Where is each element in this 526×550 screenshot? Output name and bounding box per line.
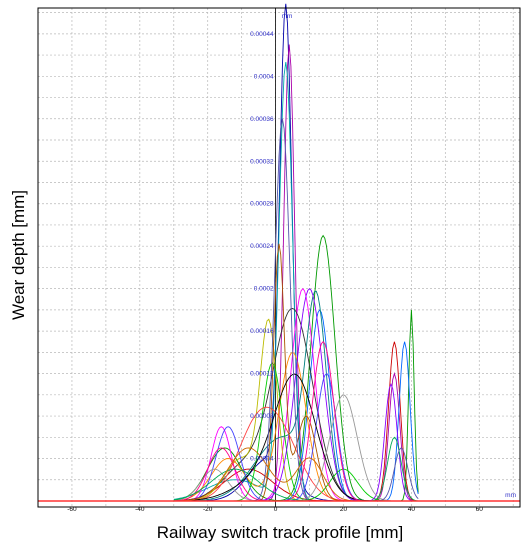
x-tick-label: 20: [340, 506, 348, 513]
y-axis-label-text: Wear depth [mm]: [9, 189, 28, 321]
y-tick-label: 0.00012: [250, 371, 274, 378]
y-tick-label: 0.00024: [250, 243, 274, 250]
x-tick-label: -40: [135, 506, 145, 513]
x-axis-label: Railway switch track profile [mm]: [156, 523, 404, 542]
y-unit-label: mm: [282, 13, 293, 20]
x-tick-label: 40: [408, 506, 416, 513]
x-tick-label: 0: [274, 506, 278, 513]
x-tick-label: -60: [67, 506, 77, 513]
plot-frame: [37, 7, 521, 508]
x-ticks: -60 -40 -20 0 20 40 60 mm: [67, 492, 516, 513]
y-tick-label: 0.0004: [254, 73, 274, 80]
y-tick-label: 0.00016: [250, 328, 274, 335]
y-tick-label: 0.0002: [254, 286, 274, 293]
x-tick-label: 60: [476, 506, 484, 513]
x-tick-label: -20: [203, 506, 213, 513]
y-tick-label: 0.00032: [250, 158, 274, 165]
x-unit-label: mm: [505, 492, 516, 499]
y-tick-label: 0.00028: [250, 201, 274, 208]
y-tick-label: 0.00004: [250, 456, 274, 463]
y-axis-label: Wear depth [mm]: [4, 0, 34, 510]
y-ticks: 0.00004 0.00008 0.00012 0.00016 0.0002 0.0002…: [250, 13, 292, 463]
y-tick-label: 0.00036: [250, 116, 274, 123]
y-tick-label: 0.00044: [250, 31, 274, 38]
series-line-20: [173, 436, 419, 502]
y-tick-label: 0.00008: [250, 413, 274, 420]
grid: [38, 8, 520, 507]
